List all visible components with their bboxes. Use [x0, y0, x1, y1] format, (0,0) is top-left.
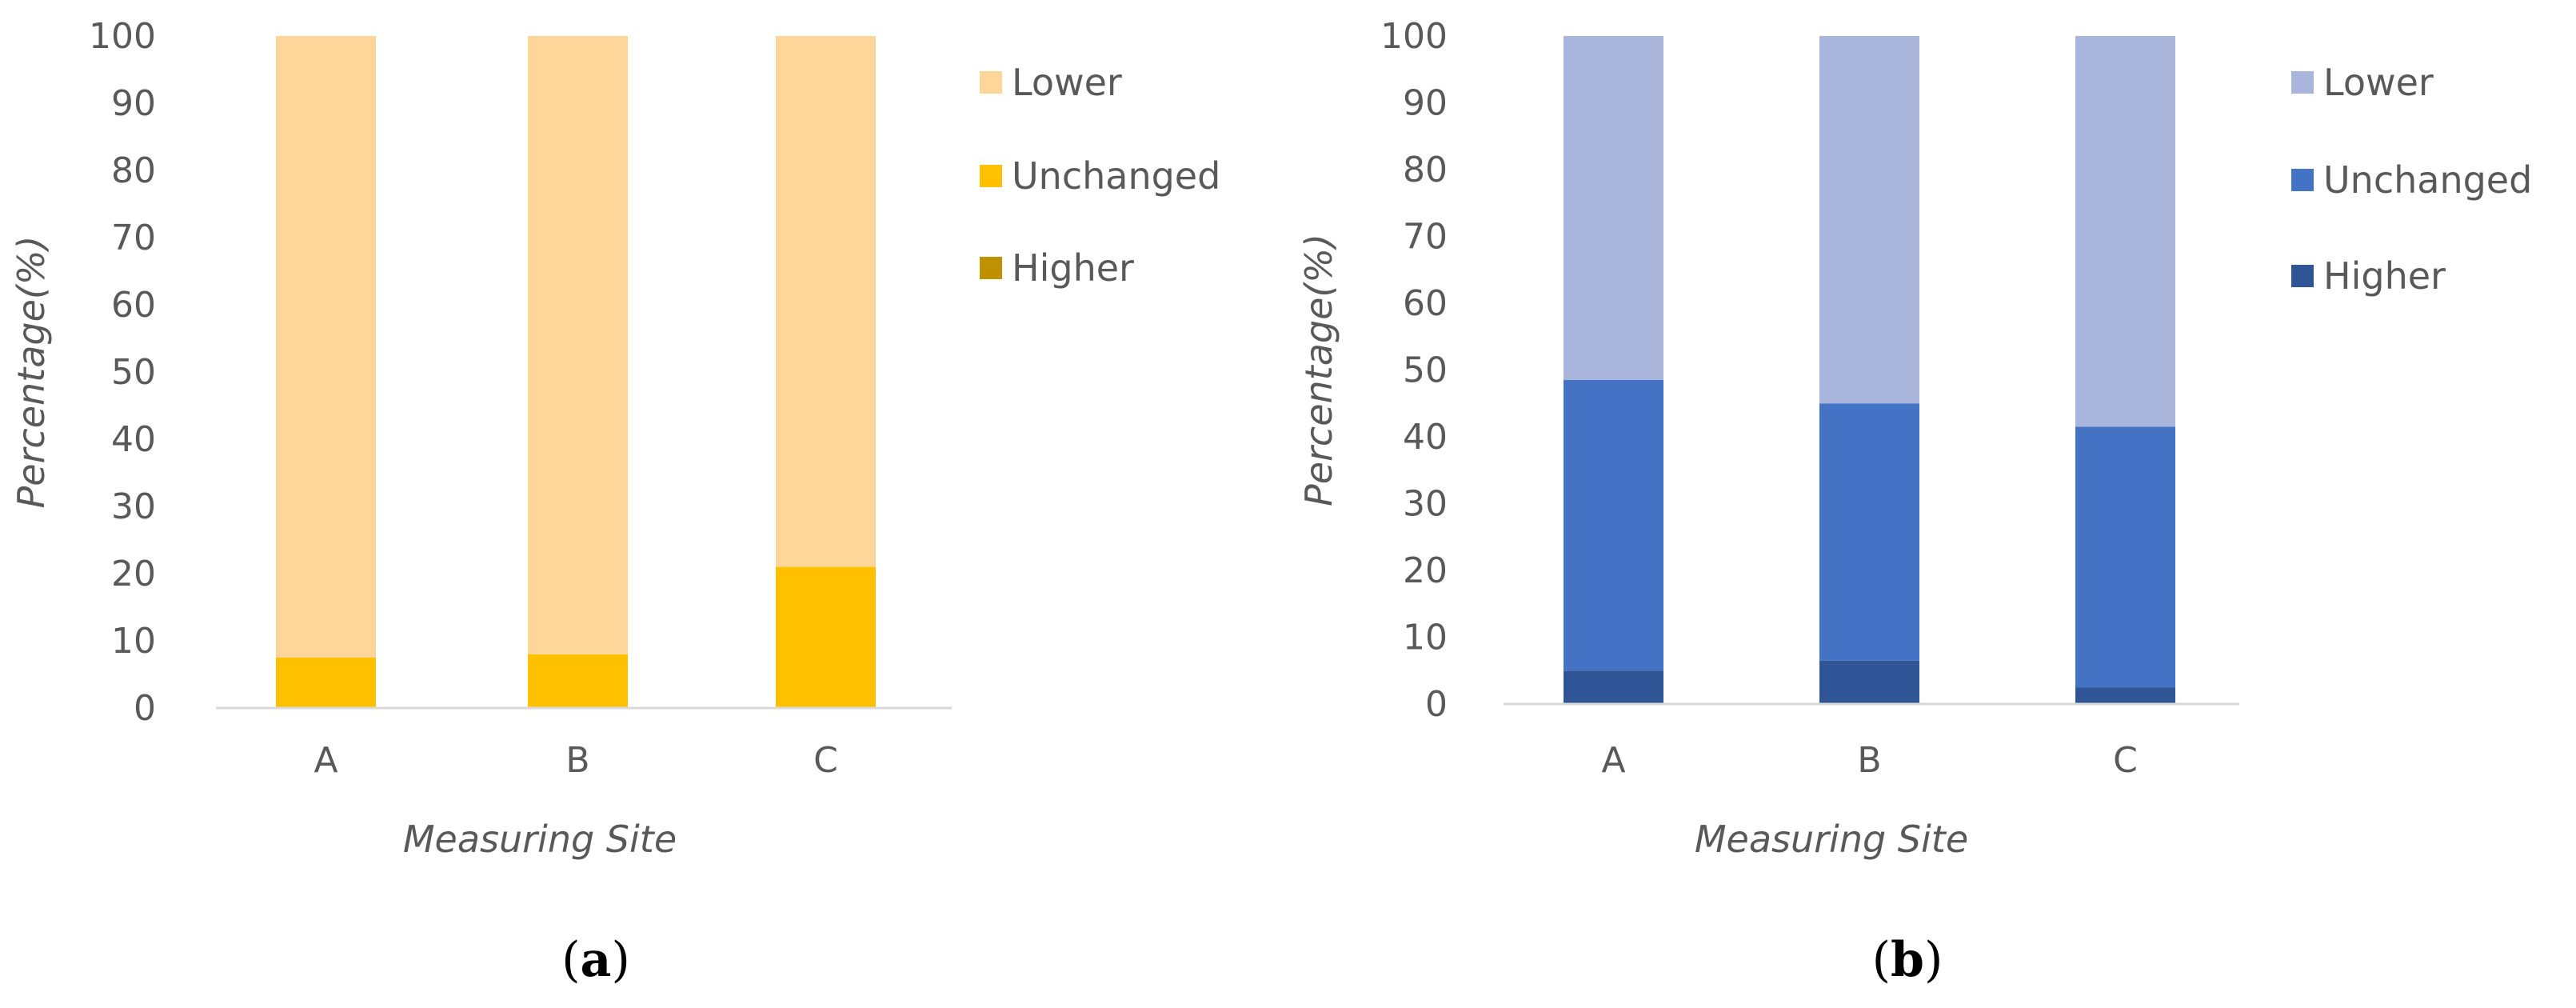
bar-segment-lower-c — [2075, 36, 2175, 427]
bar-segment-unchanged-c — [2075, 426, 2175, 688]
y-tick-label: 70 — [111, 218, 156, 258]
y-tick-label: 80 — [111, 150, 156, 191]
x-tick-label: A — [314, 740, 337, 781]
legend-label-unchanged: Unchanged — [2323, 158, 2532, 202]
x-tick-label: C — [2113, 740, 2138, 781]
bar-segment-lower-c — [776, 36, 876, 567]
y-tick-label: 50 — [111, 352, 156, 393]
legend-swatch-higher — [2291, 265, 2314, 287]
y-tick-label: 90 — [111, 83, 156, 124]
y-tick-label: 0 — [134, 688, 156, 729]
legend-swatch-higher — [980, 257, 1002, 279]
y-tick-label: 30 — [1403, 484, 1448, 525]
legend-swatch-unchanged — [980, 165, 1002, 187]
panel-caption: (b) — [1872, 932, 1943, 988]
bar-segment-unchanged-a — [276, 658, 376, 708]
x-tick-label: C — [813, 740, 838, 781]
y-tick-label: 100 — [89, 16, 156, 57]
y-tick-label: 30 — [111, 486, 156, 527]
y-tick-label: 10 — [111, 621, 156, 662]
legend-swatch-unchanged — [2291, 169, 2314, 191]
bar-segment-lower-a — [276, 36, 376, 658]
y-axis-title: Percentage(%) — [1297, 234, 1340, 506]
y-tick-label: 60 — [111, 285, 156, 326]
bar-segment-lower-a — [1564, 36, 1663, 381]
legend-label-lower: Lower — [2323, 61, 2434, 104]
y-tick-label: 40 — [111, 419, 156, 460]
y-tick-label: 20 — [1403, 550, 1448, 591]
bar-segment-lower-b — [1819, 36, 1919, 404]
bar-segment-higher-a — [1564, 670, 1663, 704]
legend-swatch-lower — [980, 71, 1002, 94]
y-tick-label: 100 — [1380, 16, 1448, 57]
panel-caption: (a) — [561, 932, 630, 988]
y-tick-label: 70 — [1403, 217, 1448, 258]
y-tick-label: 20 — [111, 554, 156, 594]
x-tick-label: B — [1857, 740, 1881, 781]
bar-segment-unchanged-a — [1564, 380, 1663, 671]
chart-panel-a: 0 10 20 30 40 50 60 70 80 90 100 A B C Percentage(%) Me… — [10, 16, 1220, 988]
bar-segment-unchanged-b — [1819, 403, 1919, 661]
bar-segment-unchanged-b — [528, 654, 628, 708]
y-tick-label: 10 — [1403, 618, 1448, 658]
bar-segment-higher-b — [1819, 660, 1919, 704]
y-tick-label: 50 — [1403, 350, 1448, 391]
y-tick-label: 80 — [1403, 150, 1448, 190]
y-tick-label: 0 — [1425, 684, 1448, 725]
y-tick-label: 90 — [1403, 83, 1448, 124]
y-axis-title: Percentage(%) — [10, 235, 53, 508]
x-axis-title: Measuring Site — [1695, 818, 1968, 861]
legend-label-unchanged: Unchanged — [1012, 154, 1220, 198]
y-tick-label: 40 — [1403, 417, 1448, 458]
bar-segment-higher-c — [2075, 687, 2175, 704]
legend-swatch-lower — [2291, 71, 2314, 94]
legend-label-lower: Lower — [1012, 61, 1122, 104]
bar-segment-lower-b — [528, 36, 628, 654]
x-tick-label: A — [1601, 740, 1625, 781]
chart-panel-b: 0 10 20 30 40 50 60 70 80 90 100 A B C Percentage(%) Me… — [1297, 16, 2532, 988]
legend-label-higher: Higher — [1012, 246, 1134, 290]
x-axis-title: Measuring Site — [403, 818, 677, 861]
legend-label-higher: Higher — [2323, 254, 2446, 298]
x-tick-label: B — [565, 740, 589, 781]
y-tick-label: 60 — [1403, 283, 1448, 324]
bar-segment-unchanged-c — [776, 566, 876, 708]
